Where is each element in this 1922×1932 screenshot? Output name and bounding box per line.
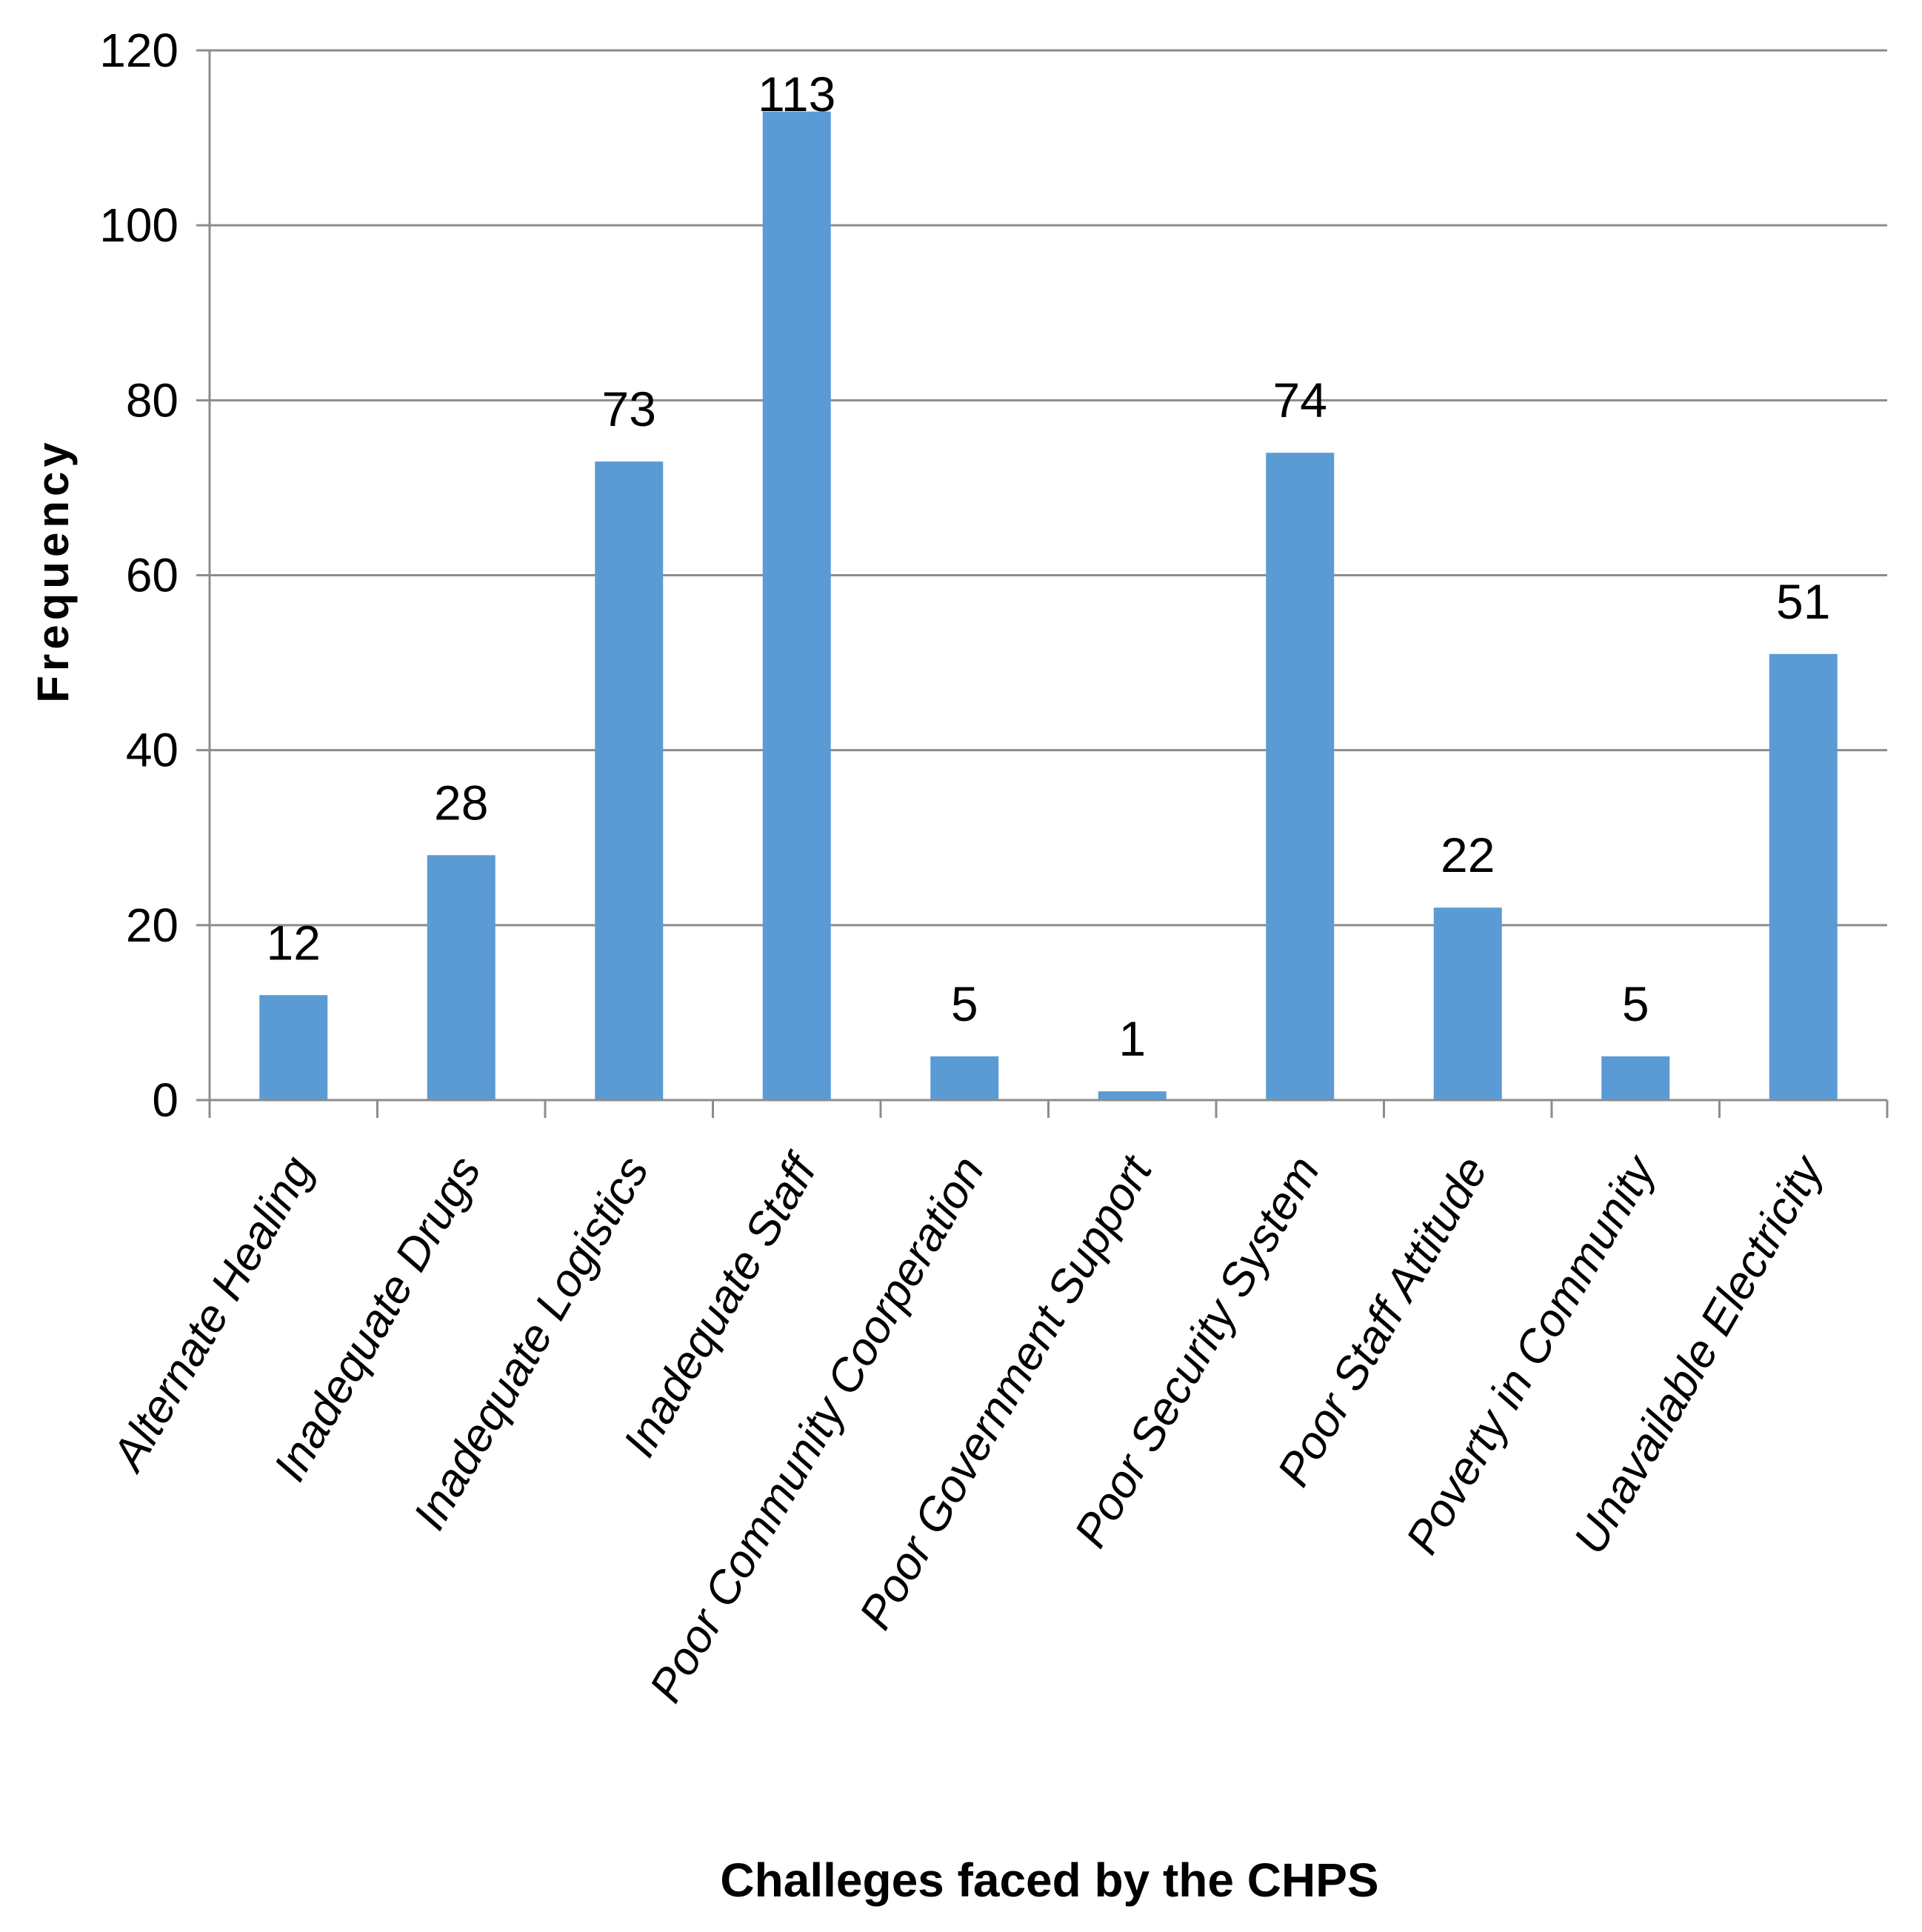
data-label: 22 <box>1441 827 1495 882</box>
y-tick-label: 80 <box>126 373 178 427</box>
y-tick-label: 0 <box>152 1073 178 1127</box>
bar <box>1769 653 1838 1100</box>
data-label: 73 <box>602 382 656 436</box>
bar <box>595 461 664 1100</box>
bar <box>259 995 328 1100</box>
y-tick-label: 20 <box>126 899 178 952</box>
bar <box>1601 1056 1670 1100</box>
bar <box>1266 453 1335 1100</box>
x-axis-title: Challeges faced by the CHPS <box>720 1853 1378 1907</box>
data-label: 51 <box>1776 574 1830 629</box>
y-tick-label: 40 <box>126 724 178 777</box>
bar <box>762 111 831 1101</box>
data-label: 113 <box>758 67 835 121</box>
y-tick-label: 60 <box>126 549 178 602</box>
axes <box>196 49 1889 1118</box>
y-tick-label: 120 <box>99 24 178 77</box>
bars <box>259 111 1838 1101</box>
data-label: 5 <box>951 976 978 1031</box>
data-label: 5 <box>1622 976 1649 1031</box>
gridlines <box>210 49 1887 927</box>
bar <box>1098 1091 1167 1100</box>
data-label: 74 <box>1273 373 1327 427</box>
y-tick-label: 100 <box>99 199 178 252</box>
x-tick-label: Poor Community Coorperation <box>640 1148 994 1711</box>
data-label: 28 <box>434 775 488 830</box>
data-label: 12 <box>267 915 321 970</box>
x-tick-label: Poor Government Support <box>850 1146 1163 1638</box>
bar <box>1433 907 1502 1100</box>
data-label: 1 <box>1118 1011 1146 1066</box>
y-axis-title: Frequency <box>28 438 78 702</box>
bar <box>930 1056 999 1100</box>
bar <box>427 855 495 1100</box>
